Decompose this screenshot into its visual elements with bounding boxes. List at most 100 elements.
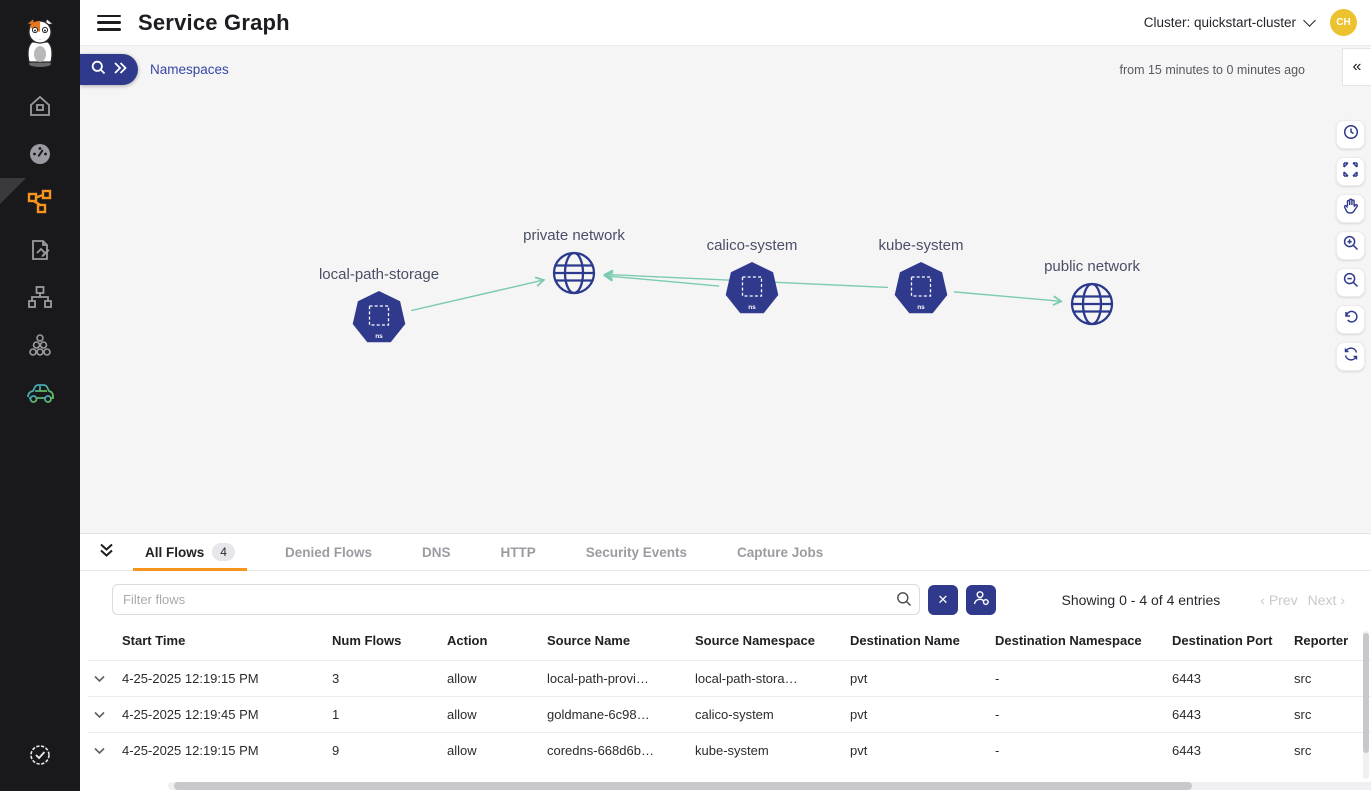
table-cell: goldmane-6c98… bbox=[541, 695, 689, 733]
tab-label: DNS bbox=[421, 544, 451, 560]
column-header[interactable]: Action bbox=[447, 633, 488, 648]
collapse-flows-button[interactable] bbox=[92, 534, 120, 570]
node-label: local-path-storage bbox=[319, 266, 439, 283]
table-cell: local-path-stora… bbox=[689, 659, 844, 697]
row-expand-chevron-icon[interactable] bbox=[94, 671, 105, 686]
sidebar-item-nodes[interactable] bbox=[0, 285, 80, 312]
clear-filter-button[interactable]: ✕ bbox=[928, 584, 958, 615]
fit-screen-button[interactable] bbox=[1336, 157, 1365, 186]
tab-all-flows[interactable]: All Flows 4 bbox=[133, 534, 247, 571]
column-header[interactable]: Reporter bbox=[1294, 633, 1349, 648]
hamburger-menu-icon[interactable] bbox=[97, 14, 121, 31]
row-expand-chevron-icon[interactable] bbox=[94, 743, 105, 758]
zoom-out-button[interactable] bbox=[1336, 268, 1365, 297]
table-cell: 4-25-2025 12:19:45 PM bbox=[116, 695, 326, 733]
graph-node-calico-system[interactable]: ns calico-system bbox=[705, 235, 799, 314]
table-row[interactable]: 4-25-2025 12:19:15 PM 9 allow coredns-668d6… bbox=[88, 731, 1371, 768]
table-row[interactable]: 4-25-2025 12:19:15 PM 3 allow local-path-pr… bbox=[88, 659, 1371, 697]
namespace-heptagon-icon bbox=[725, 262, 779, 314]
column-header[interactable]: Destination Namespace bbox=[995, 633, 1142, 648]
table-cell: src bbox=[1288, 731, 1371, 768]
flows-table: Start Time Num Flows Action Source Name Sour… bbox=[88, 625, 1371, 768]
sidebar-item-certificate[interactable] bbox=[0, 744, 80, 769]
zoom-in-icon bbox=[1343, 235, 1359, 256]
tab-capture-jobs[interactable]: Capture Jobs bbox=[725, 534, 835, 570]
cluster-dropdown[interactable]: Cluster: quickstart-cluster bbox=[1143, 14, 1316, 30]
undo-icon bbox=[1343, 309, 1359, 330]
pan-hand-icon bbox=[1343, 198, 1358, 219]
column-header[interactable]: Source Name bbox=[547, 633, 631, 648]
calico-cat-logo[interactable] bbox=[20, 14, 60, 72]
search-icon bbox=[91, 60, 106, 80]
filter-flows-input[interactable] bbox=[112, 584, 920, 615]
column-header[interactable]: Destination Name bbox=[850, 633, 960, 648]
breadcrumb-namespaces[interactable]: Namespaces bbox=[150, 62, 229, 77]
node-label: kube-system bbox=[878, 237, 963, 254]
horizontal-scrollbar-thumb[interactable] bbox=[174, 782, 1192, 790]
service-graph-canvas[interactable]: ns local-path-storage private network ns cal… bbox=[80, 47, 1371, 533]
network-globe-icon bbox=[1070, 282, 1114, 326]
flow-settings-button[interactable] bbox=[966, 584, 996, 615]
tab-security-events[interactable]: Security Events bbox=[574, 534, 699, 570]
table-cell: 4-25-2025 12:19:15 PM bbox=[116, 659, 326, 697]
tab-count-badge: 4 bbox=[212, 543, 235, 561]
tab-denied-flows[interactable]: Denied Flows bbox=[273, 534, 384, 570]
graph-node-local-path-storage[interactable]: ns local-path-storage bbox=[317, 264, 441, 343]
vertical-scrollbar[interactable] bbox=[1363, 631, 1369, 779]
row-expand-chevron-icon[interactable] bbox=[94, 707, 105, 722]
network-globe-icon bbox=[552, 251, 596, 295]
double-chevron-down-icon bbox=[99, 543, 114, 562]
table-cell: coredns-668d6b… bbox=[541, 731, 689, 768]
next-button[interactable]: Next › bbox=[1307, 591, 1345, 608]
refresh-button[interactable] bbox=[1336, 342, 1365, 371]
column-header[interactable]: Source Namespace bbox=[695, 633, 815, 648]
service-graph-icon bbox=[27, 189, 53, 220]
graph-edge-kube-system-to-public-network bbox=[953, 291, 1063, 306]
svg-text:ns: ns bbox=[917, 304, 925, 311]
pan-tool-button[interactable] bbox=[1336, 194, 1365, 223]
time-settings-button[interactable] bbox=[1336, 120, 1365, 149]
tab-http[interactable]: HTTP bbox=[488, 534, 547, 570]
column-header[interactable]: Num Flows bbox=[332, 633, 402, 648]
top-header: Service Graph Cluster: quickstart-cluste… bbox=[80, 0, 1371, 46]
graph-node-kube-system[interactable]: ns kube-system bbox=[876, 235, 966, 314]
sidebar-item-home[interactable] bbox=[0, 95, 80, 120]
refresh-icon bbox=[1343, 346, 1359, 367]
page-title: Service Graph bbox=[138, 9, 290, 35]
right-panel-collapse-button[interactable]: « bbox=[1342, 48, 1371, 86]
network-tree-icon bbox=[27, 285, 53, 316]
graph-node-public-network[interactable]: public network bbox=[1042, 256, 1142, 326]
double-chevron-right-icon bbox=[113, 61, 127, 79]
graph-edge-calico-system-to-private-network bbox=[603, 271, 720, 287]
user-avatar[interactable]: CH bbox=[1330, 9, 1357, 36]
table-cell: 6443 bbox=[1166, 695, 1288, 733]
table-cell: pvt bbox=[844, 731, 989, 768]
horizontal-scrollbar[interactable] bbox=[168, 782, 1371, 790]
sidebar-item-policies[interactable] bbox=[0, 239, 80, 264]
column-header[interactable]: Destination Port bbox=[1172, 633, 1273, 648]
sidebar-item-dashboard[interactable] bbox=[0, 143, 80, 168]
table-cell: 6443 bbox=[1166, 659, 1288, 697]
sidebar-item-service-graph[interactable] bbox=[0, 178, 80, 216]
table-cell: calico-system bbox=[689, 695, 844, 733]
tab-dns[interactable]: DNS bbox=[410, 534, 463, 570]
vertical-scrollbar-thumb[interactable] bbox=[1363, 633, 1369, 753]
flows-filter-row: ✕ Showing 0 - 4 of 4 entries ‹ Prev Next… bbox=[112, 584, 1359, 615]
graph-node-private-network[interactable]: private network bbox=[521, 225, 627, 295]
namespace-heptagon-icon bbox=[894, 262, 948, 314]
graph-search-pill[interactable] bbox=[80, 54, 138, 85]
graph-nodes: ns local-path-storage private network ns cal… bbox=[317, 225, 1142, 343]
flows-tabs: All Flows 4 Denied Flows DNS HTTP Security Ev… bbox=[120, 534, 848, 571]
sidebar-item-compliance[interactable] bbox=[0, 383, 80, 408]
zoom-in-button[interactable] bbox=[1336, 231, 1365, 260]
cluster-dropdown-label: Cluster: quickstart-cluster bbox=[1143, 15, 1296, 30]
table-row[interactable]: 4-25-2025 12:19:45 PM 1 allow goldmane-6c98… bbox=[88, 695, 1371, 733]
filter-search-icon bbox=[896, 591, 912, 612]
column-header[interactable]: Start Time bbox=[122, 633, 186, 648]
prev-button[interactable]: ‹ Prev bbox=[1260, 591, 1298, 608]
undo-layout-button[interactable] bbox=[1336, 305, 1365, 334]
node-label: private network bbox=[523, 227, 625, 244]
node-label: public network bbox=[1044, 258, 1140, 275]
sidebar-item-cluster[interactable] bbox=[0, 333, 80, 360]
pager: ‹ Prev Next › bbox=[1260, 592, 1345, 608]
